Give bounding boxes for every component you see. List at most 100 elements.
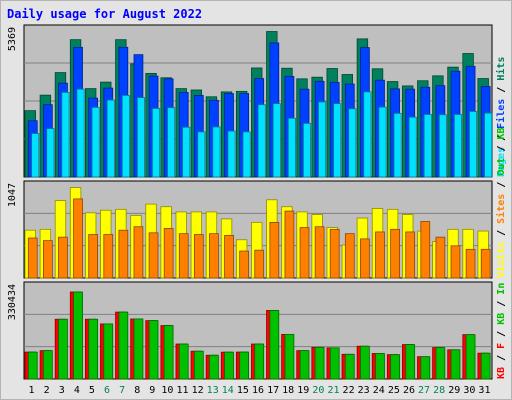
bar-top-pages (121, 95, 130, 178)
legend-item: F (496, 343, 507, 349)
bar-bottom-kb-in (450, 349, 461, 380)
bar-bottom-kb-in (133, 318, 144, 380)
legend-separator: / (496, 176, 507, 194)
x-tick-label: 3 (59, 385, 65, 396)
x-tick-label: 2 (44, 385, 50, 396)
bar-top-pages (348, 108, 357, 178)
bar-top-pages (302, 123, 312, 178)
bar-middle-sites (73, 198, 83, 279)
bar-top-pages (363, 91, 372, 178)
bar-bottom-kb-in (103, 323, 114, 380)
bar-bottom-kb-in (193, 350, 204, 380)
panel-bottom-legend: KB / F / KB / In (496, 283, 507, 379)
bar-top-pages (212, 126, 221, 178)
bar-middle-sites (209, 233, 219, 279)
bar-bottom-kb-in (435, 347, 446, 380)
x-tick-label: 7 (119, 385, 125, 396)
bar-top-pages (76, 88, 85, 178)
bar-middle-sites (299, 227, 310, 279)
bar-bottom-kb-in (375, 353, 385, 380)
bar-bottom-kb-in (224, 351, 234, 380)
panel-bottom-ymax-label: 330434 (7, 284, 18, 320)
panel-top-ymax-label: 5369 (7, 27, 18, 51)
bar-top-pages (182, 126, 191, 178)
bar-middle-sites (254, 249, 265, 279)
panel-top-legend: Pages / Files / Hits (495, 57, 507, 177)
x-tick-label: 20 (312, 385, 324, 396)
x-tick-label: 28 (433, 385, 445, 396)
bar-bottom-kb-in (239, 351, 249, 380)
bar-bottom-kb-in (314, 346, 325, 380)
x-tick-label: 19 (297, 385, 309, 396)
bar-bottom-kb-in (163, 325, 174, 380)
x-tick-label: 4 (74, 385, 80, 396)
legend-item: In (496, 283, 507, 295)
bar-top-pages (408, 116, 417, 178)
bar-bottom-kb-in (58, 318, 68, 380)
legend-item: KB (496, 313, 507, 325)
x-tick-label: 29 (448, 385, 460, 396)
legend-item: Files (495, 99, 507, 129)
bar-middle-sites (118, 229, 129, 279)
bar-top-pages (242, 131, 251, 178)
legend-item: KB (496, 367, 507, 379)
bar-bottom-kb-in (405, 344, 416, 380)
bar-middle-sites (284, 210, 295, 279)
bar-top-pages (61, 92, 70, 178)
panel-middle-ymax-label: 1047 (7, 183, 18, 207)
legend-item: Out (496, 158, 507, 176)
bar-bottom-kb-in (284, 333, 295, 380)
x-tick-label: 1 (29, 385, 35, 396)
bar-middle-sites (450, 245, 461, 279)
bar-middle-sites (103, 234, 114, 279)
bar-top-pages (378, 106, 387, 178)
bar-bottom-kb-in (254, 343, 265, 380)
bar-middle-sites (329, 228, 340, 279)
bar-top-pages (287, 117, 296, 178)
legend-separator: / (496, 295, 507, 313)
bar-top-pages (318, 101, 327, 178)
legend-item: Pages (496, 147, 507, 177)
bar-top-pages (272, 103, 281, 178)
bar-middle-sites (420, 221, 431, 279)
legend-item: KB (496, 127, 507, 139)
panel-middle-legend: Visits / Sites / Out / KB (495, 127, 507, 278)
bar-top-pages (484, 112, 493, 178)
x-tick-label: 9 (149, 385, 155, 396)
bar-bottom-kb-in (178, 343, 189, 380)
bar-top-pages (106, 99, 115, 178)
x-tick-label: 24 (373, 385, 385, 396)
bar-bottom-kb-in (329, 347, 340, 380)
bar-top-pages (227, 130, 236, 178)
bar-top-pages (393, 112, 402, 178)
x-tick-label: 6 (104, 385, 110, 396)
bar-top-pages (46, 128, 55, 178)
bar-middle-sites (178, 233, 189, 279)
x-tick-label: 23 (358, 385, 370, 396)
x-tick-label: 26 (403, 385, 415, 396)
x-tick-label: 27 (418, 385, 430, 396)
bar-middle-sites (405, 231, 416, 279)
x-tick-label: 5 (89, 385, 95, 396)
x-tick-label: 11 (176, 385, 188, 396)
bar-bottom-kb-in (27, 351, 38, 380)
legend-item: Sites (495, 194, 507, 224)
bar-bottom-kb-in (390, 354, 400, 380)
bar-middle-sites (148, 232, 159, 279)
x-tick-label: 31 (478, 385, 490, 396)
x-tick-label: 17 (267, 385, 279, 396)
bar-top-pages (423, 114, 432, 178)
bar-top-pages (257, 104, 266, 178)
x-tick-label: 10 (161, 385, 173, 396)
bar-middle-sites (133, 226, 144, 279)
x-tick-label: 22 (343, 385, 355, 396)
bar-middle-sites (193, 234, 204, 279)
bar-middle-sites (314, 226, 325, 279)
bar-middle-sites (163, 228, 174, 279)
bar-middle-sites (58, 236, 68, 279)
bar-top-pages (31, 133, 40, 178)
x-tick-label: 16 (252, 385, 264, 396)
x-tick-label: 12 (192, 385, 204, 396)
legend-item: Visits (495, 242, 507, 278)
